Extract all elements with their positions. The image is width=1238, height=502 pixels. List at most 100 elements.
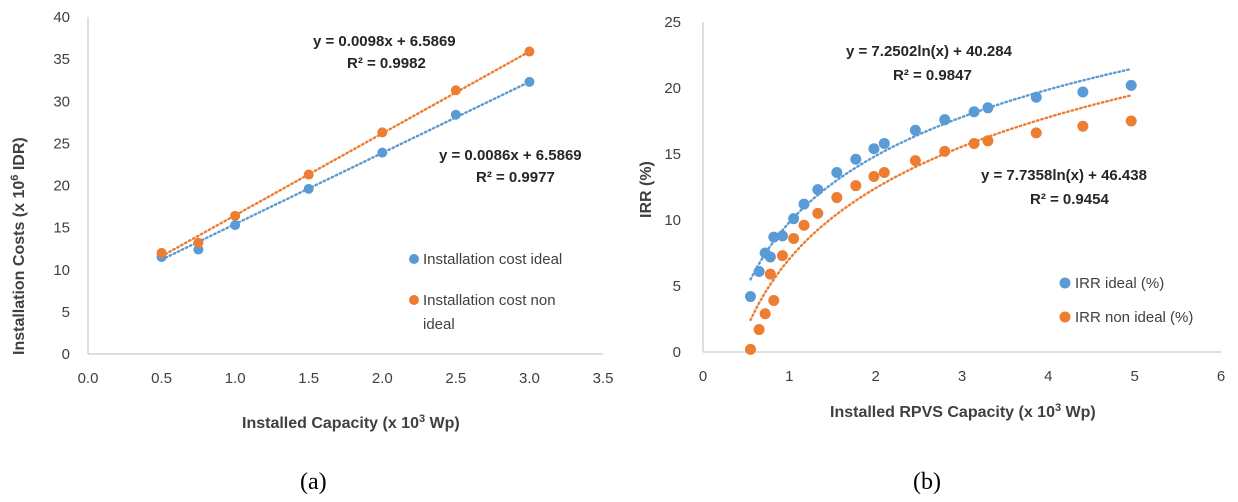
x-tick-label: 0.5 (151, 370, 172, 387)
trendlines (749, 67, 1133, 322)
data-point (968, 137, 980, 149)
data-point (764, 251, 776, 263)
legend-marker-ideal (1059, 277, 1071, 289)
trendline-1 (160, 50, 531, 258)
y-tick-label: 0 (673, 344, 681, 361)
data-point (764, 268, 776, 280)
y-tick-label: 25 (664, 14, 681, 31)
x-tick-label: 1.5 (298, 370, 319, 387)
data-point (377, 127, 388, 138)
data-point (156, 247, 167, 258)
y-tick-label: 35 (53, 51, 70, 68)
trendline-r2-ideal: R² = 0.9977 (476, 169, 555, 186)
legend-label-ideal: IRR ideal (%) (1075, 275, 1164, 292)
data-point (850, 180, 862, 192)
tick-labels: 0.0 0.5 1.0 1.5 2.0 2.5 3.0 3.5 0 5 10 15 20 25 30 35 40 (53, 9, 613, 387)
data-point (753, 324, 765, 336)
trendlines (160, 50, 531, 261)
x-tick-label: 2.0 (372, 370, 393, 387)
y-tick-label: 20 (53, 178, 70, 195)
data-point (230, 210, 241, 221)
y-tick-label: 10 (53, 262, 70, 279)
data-point (878, 137, 890, 149)
data-point (939, 145, 951, 157)
data-point (768, 231, 780, 243)
y-tick-label: 40 (53, 9, 70, 26)
data-point (812, 184, 824, 196)
x-tick-label: 3.5 (593, 370, 614, 387)
y-tick-label: 20 (664, 80, 681, 97)
legend-marker-non-ideal (1059, 311, 1071, 323)
trendline-0 (749, 67, 1133, 281)
data-point (1125, 79, 1137, 91)
data-point (377, 147, 388, 158)
legend-marker-non-ideal (409, 295, 419, 305)
y-tick-label: 30 (53, 93, 70, 110)
data-point (193, 237, 204, 248)
trendline-r2-non-ideal: R² = 0.9982 (347, 55, 426, 72)
legend-label-ideal: Installation cost ideal (423, 251, 562, 268)
y-axis-title: IRR (%) (638, 161, 655, 218)
data-point (798, 198, 810, 210)
data-point (909, 124, 921, 136)
data-point (303, 169, 314, 180)
data-point (1077, 86, 1089, 98)
legend-label-non-ideal: IRR non ideal (%) (1075, 309, 1193, 326)
x-axis-title: Installed Capacity (x 103 Wp) (242, 413, 460, 432)
data-point (1030, 91, 1042, 103)
data-point (831, 166, 843, 178)
data-point (303, 183, 314, 194)
y-tick-label: 0 (62, 346, 70, 363)
data-point (1030, 127, 1042, 139)
trendline-r2-non-ideal: R² = 0.9454 (1030, 191, 1109, 208)
x-tick-label: 0.0 (78, 370, 99, 387)
x-tick-label: 0 (699, 368, 707, 385)
tick-labels: 0 1 2 3 4 5 6 0 5 10 15 20 25 (664, 14, 1225, 385)
x-tick-label: 2 (871, 368, 879, 385)
trendline-1 (749, 94, 1133, 322)
y-tick-label: 10 (664, 212, 681, 229)
legend-label-non-ideal-line2: ideal (423, 316, 455, 333)
x-tick-label: 3 (958, 368, 966, 385)
chart-b: 0 1 2 3 4 5 6 0 5 10 15 20 25 y = 7.2502ln(x) + 40.2… (638, 14, 1225, 495)
data-point (982, 102, 994, 114)
data-point (812, 207, 824, 219)
y-axis-title: Installation Costs (x 106 IDR) (9, 137, 28, 355)
x-axis-title: Installed RPVS Capacity (x 103 Wp) (830, 402, 1096, 421)
data-point (788, 232, 800, 244)
trendline-equation-ideal: y = 0.0086x + 6.5869 (439, 147, 582, 164)
legend-label-non-ideal-line1: Installation cost non (423, 292, 556, 309)
x-tick-label: 2.5 (445, 370, 466, 387)
y-tick-label: 15 (664, 146, 681, 163)
data-point (982, 135, 994, 147)
data-point (524, 76, 535, 87)
data-point (776, 250, 788, 262)
trendline-equation-ideal: y = 7.2502ln(x) + 40.284 (846, 43, 1013, 60)
data-point (450, 85, 461, 96)
data-point (788, 213, 800, 225)
x-tick-label: 5 (1130, 368, 1138, 385)
trendline-equation-non-ideal: y = 7.7358ln(x) + 46.438 (981, 167, 1147, 184)
trendline-r2-ideal: R² = 0.9847 (893, 67, 972, 84)
caption-b: (b) (913, 469, 941, 495)
y-tick-label: 15 (53, 220, 70, 237)
data-point (744, 291, 756, 303)
data-point (230, 220, 241, 231)
data-point (878, 166, 890, 178)
y-tick-label: 5 (62, 304, 70, 321)
x-tick-label: 4 (1044, 368, 1052, 385)
trendline-equation-non-ideal: y = 0.0098x + 6.5869 (313, 33, 456, 50)
data-point (744, 343, 756, 355)
data-point (909, 155, 921, 167)
data-points (744, 79, 1137, 355)
data-point (868, 143, 880, 155)
data-point (850, 153, 862, 165)
y-tick-label: 5 (673, 278, 681, 295)
data-point (939, 114, 951, 126)
caption-a: (a) (300, 469, 327, 495)
data-point (753, 265, 765, 277)
data-point (1125, 115, 1137, 127)
data-point (968, 106, 980, 118)
x-tick-label: 1 (785, 368, 793, 385)
y-tick-label: 25 (53, 135, 70, 152)
